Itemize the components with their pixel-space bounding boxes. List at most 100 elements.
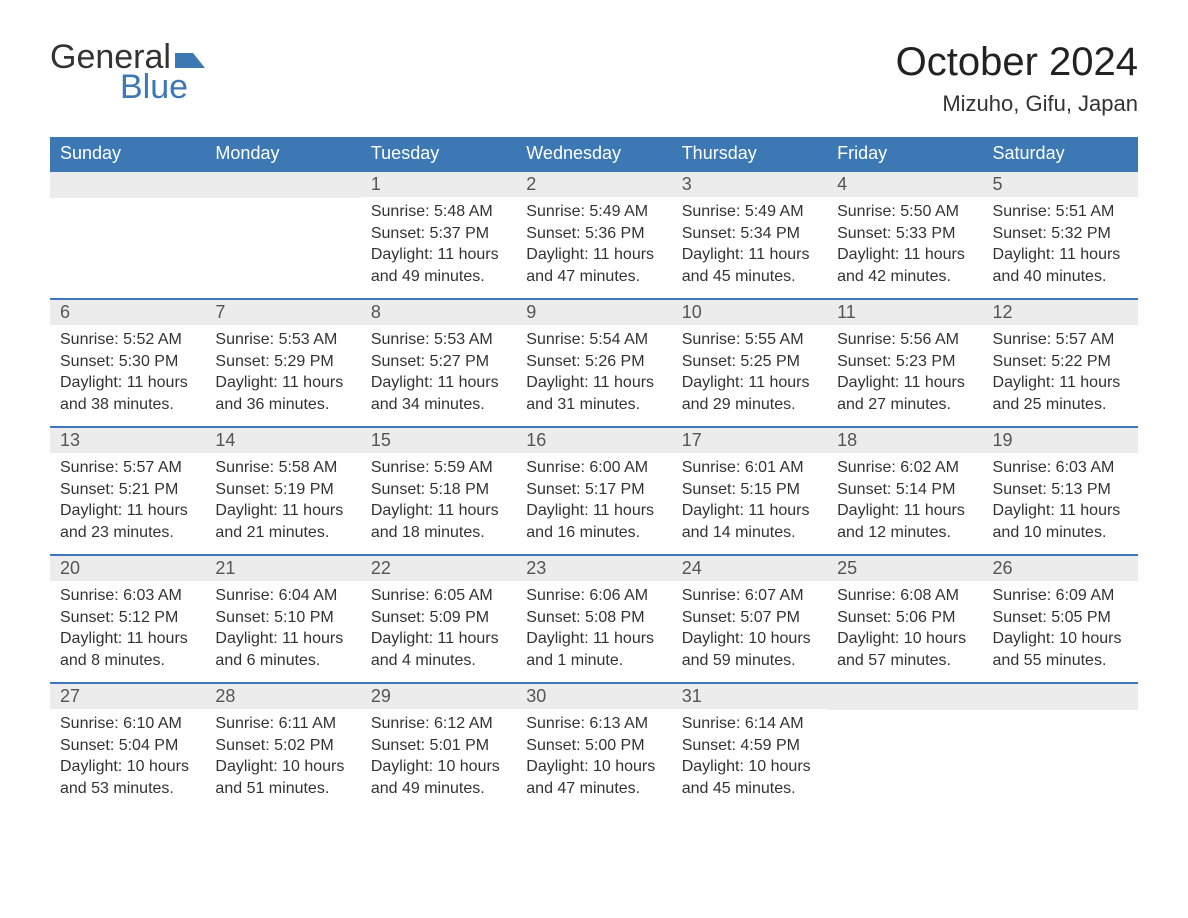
- day-sunset: Sunset: 5:27 PM: [371, 351, 506, 373]
- day-sunset: Sunset: 5:19 PM: [215, 479, 350, 501]
- day-sunrise: Sunrise: 5:53 AM: [371, 329, 506, 351]
- logo-word2: Blue: [120, 70, 205, 104]
- day-body: Sunrise: 6:08 AMSunset: 5:06 PMDaylight:…: [827, 581, 982, 679]
- header: General Blue October 2024 Mizuho, Gifu, …: [50, 40, 1138, 117]
- day-number: 31: [672, 682, 827, 709]
- day-daylight: Daylight: 11 hours and 16 minutes.: [526, 500, 661, 543]
- day-sunset: Sunset: 5:32 PM: [993, 223, 1128, 245]
- day-daylight: Daylight: 11 hours and 25 minutes.: [993, 372, 1128, 415]
- day-daylight: Daylight: 10 hours and 59 minutes.: [682, 628, 817, 671]
- day-daylight: Daylight: 11 hours and 40 minutes.: [993, 244, 1128, 287]
- day-sunrise: Sunrise: 5:51 AM: [993, 201, 1128, 223]
- day-body: Sunrise: 6:10 AMSunset: 5:04 PMDaylight:…: [50, 709, 205, 807]
- day-number: 25: [827, 554, 982, 581]
- calendar-day-cell: 29Sunrise: 6:12 AMSunset: 5:01 PMDayligh…: [361, 682, 516, 810]
- day-sunrise: Sunrise: 5:49 AM: [526, 201, 661, 223]
- day-number: 13: [50, 426, 205, 453]
- day-body: Sunrise: 6:14 AMSunset: 4:59 PMDaylight:…: [672, 709, 827, 807]
- calendar-day-cell: 1Sunrise: 5:48 AMSunset: 5:37 PMDaylight…: [361, 170, 516, 298]
- calendar-day-cell: 7Sunrise: 5:53 AMSunset: 5:29 PMDaylight…: [205, 298, 360, 426]
- day-body: Sunrise: 6:05 AMSunset: 5:09 PMDaylight:…: [361, 581, 516, 679]
- calendar-day-cell: 20Sunrise: 6:03 AMSunset: 5:12 PMDayligh…: [50, 554, 205, 682]
- day-body: Sunrise: 6:06 AMSunset: 5:08 PMDaylight:…: [516, 581, 671, 679]
- calendar-day-cell: 10Sunrise: 5:55 AMSunset: 5:25 PMDayligh…: [672, 298, 827, 426]
- day-sunset: Sunset: 5:09 PM: [371, 607, 506, 629]
- weekday-header: Thursday: [672, 137, 827, 170]
- day-body: Sunrise: 6:03 AMSunset: 5:13 PMDaylight:…: [983, 453, 1138, 551]
- day-sunset: Sunset: 5:17 PM: [526, 479, 661, 501]
- calendar-week-row: 20Sunrise: 6:03 AMSunset: 5:12 PMDayligh…: [50, 554, 1138, 682]
- day-sunset: Sunset: 5:22 PM: [993, 351, 1128, 373]
- day-sunrise: Sunrise: 5:50 AM: [837, 201, 972, 223]
- day-daylight: Daylight: 11 hours and 10 minutes.: [993, 500, 1128, 543]
- calendar-day-cell: 31Sunrise: 6:14 AMSunset: 4:59 PMDayligh…: [672, 682, 827, 810]
- day-number: 17: [672, 426, 827, 453]
- day-daylight: Daylight: 11 hours and 49 minutes.: [371, 244, 506, 287]
- day-body: Sunrise: 5:59 AMSunset: 5:18 PMDaylight:…: [361, 453, 516, 551]
- day-sunrise: Sunrise: 5:49 AM: [682, 201, 817, 223]
- day-sunset: Sunset: 5:13 PM: [993, 479, 1128, 501]
- day-daylight: Daylight: 11 hours and 23 minutes.: [60, 500, 195, 543]
- day-number: 11: [827, 298, 982, 325]
- day-sunset: Sunset: 5:07 PM: [682, 607, 817, 629]
- calendar-day-cell: 3Sunrise: 5:49 AMSunset: 5:34 PMDaylight…: [672, 170, 827, 298]
- weekday-header: Sunday: [50, 137, 205, 170]
- weekday-header: Saturday: [983, 137, 1138, 170]
- day-body: Sunrise: 5:53 AMSunset: 5:27 PMDaylight:…: [361, 325, 516, 423]
- day-sunrise: Sunrise: 6:07 AM: [682, 585, 817, 607]
- calendar-day-cell: [983, 682, 1138, 810]
- day-sunrise: Sunrise: 6:01 AM: [682, 457, 817, 479]
- day-daylight: Daylight: 11 hours and 38 minutes.: [60, 372, 195, 415]
- day-sunrise: Sunrise: 6:14 AM: [682, 713, 817, 735]
- day-body: Sunrise: 5:57 AMSunset: 5:21 PMDaylight:…: [50, 453, 205, 551]
- day-daylight: Daylight: 10 hours and 45 minutes.: [682, 756, 817, 799]
- day-body: Sunrise: 6:02 AMSunset: 5:14 PMDaylight:…: [827, 453, 982, 551]
- day-number: 3: [672, 170, 827, 197]
- day-daylight: Daylight: 11 hours and 34 minutes.: [371, 372, 506, 415]
- day-daylight: Daylight: 10 hours and 49 minutes.: [371, 756, 506, 799]
- calendar-day-cell: 4Sunrise: 5:50 AMSunset: 5:33 PMDaylight…: [827, 170, 982, 298]
- day-sunrise: Sunrise: 5:56 AM: [837, 329, 972, 351]
- calendar-day-cell: 28Sunrise: 6:11 AMSunset: 5:02 PMDayligh…: [205, 682, 360, 810]
- calendar-day-cell: [50, 170, 205, 298]
- day-body: Sunrise: 5:57 AMSunset: 5:22 PMDaylight:…: [983, 325, 1138, 423]
- day-number: 16: [516, 426, 671, 453]
- day-daylight: Daylight: 10 hours and 57 minutes.: [837, 628, 972, 671]
- day-daylight: Daylight: 10 hours and 47 minutes.: [526, 756, 661, 799]
- day-sunrise: Sunrise: 6:00 AM: [526, 457, 661, 479]
- calendar-day-cell: 15Sunrise: 5:59 AMSunset: 5:18 PMDayligh…: [361, 426, 516, 554]
- day-number: [983, 682, 1138, 710]
- day-number: [205, 170, 360, 198]
- day-number: [827, 682, 982, 710]
- day-sunset: Sunset: 5:04 PM: [60, 735, 195, 757]
- weekday-header: Friday: [827, 137, 982, 170]
- calendar-day-cell: [205, 170, 360, 298]
- day-number: 10: [672, 298, 827, 325]
- day-number: 18: [827, 426, 982, 453]
- calendar-day-cell: 27Sunrise: 6:10 AMSunset: 5:04 PMDayligh…: [50, 682, 205, 810]
- day-body: [983, 710, 1138, 722]
- day-number: 9: [516, 298, 671, 325]
- day-number: 5: [983, 170, 1138, 197]
- day-sunset: Sunset: 5:14 PM: [837, 479, 972, 501]
- day-daylight: Daylight: 11 hours and 4 minutes.: [371, 628, 506, 671]
- page-title: October 2024: [896, 40, 1138, 85]
- day-sunrise: Sunrise: 5:52 AM: [60, 329, 195, 351]
- day-body: Sunrise: 5:55 AMSunset: 5:25 PMDaylight:…: [672, 325, 827, 423]
- day-daylight: Daylight: 11 hours and 27 minutes.: [837, 372, 972, 415]
- day-body: Sunrise: 5:54 AMSunset: 5:26 PMDaylight:…: [516, 325, 671, 423]
- day-daylight: Daylight: 11 hours and 36 minutes.: [215, 372, 350, 415]
- day-sunset: Sunset: 5:23 PM: [837, 351, 972, 373]
- day-number: 23: [516, 554, 671, 581]
- day-body: Sunrise: 6:09 AMSunset: 5:05 PMDaylight:…: [983, 581, 1138, 679]
- calendar-day-cell: [827, 682, 982, 810]
- day-daylight: Daylight: 11 hours and 29 minutes.: [682, 372, 817, 415]
- day-sunset: Sunset: 5:06 PM: [837, 607, 972, 629]
- day-body: Sunrise: 5:52 AMSunset: 5:30 PMDaylight:…: [50, 325, 205, 423]
- calendar-day-cell: 16 Sunrise: 6:00 AMSunset: 5:17 PMDayligh…: [516, 426, 671, 554]
- day-number: 19: [983, 426, 1138, 453]
- day-sunrise: Sunrise: 6:06 AM: [526, 585, 661, 607]
- day-daylight: Daylight: 11 hours and 42 minutes.: [837, 244, 972, 287]
- day-body: Sunrise: 6:11 AMSunset: 5:02 PMDaylight:…: [205, 709, 360, 807]
- day-sunrise: Sunrise: 5:57 AM: [60, 457, 195, 479]
